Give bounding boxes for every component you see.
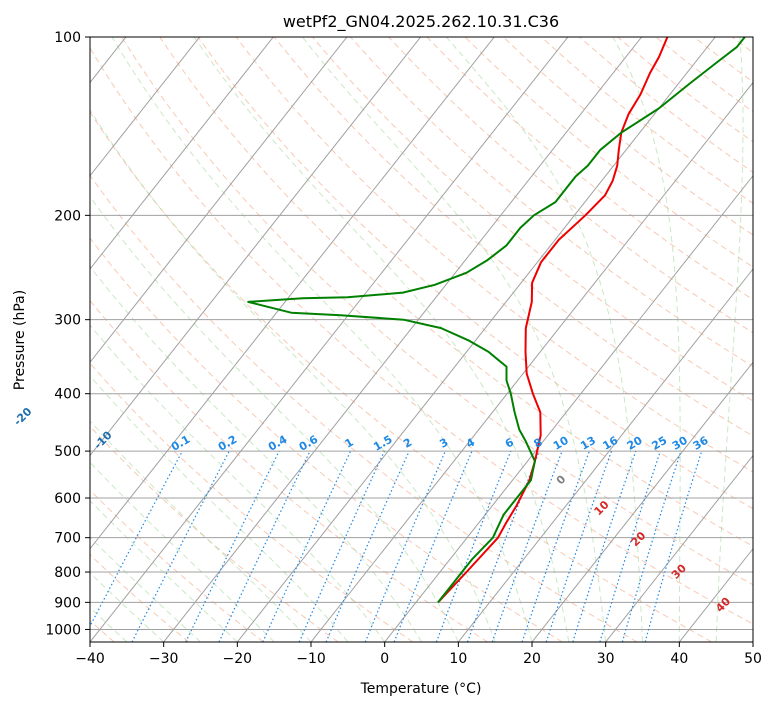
isotherm-line [90,37,495,550]
plot-area [90,37,753,642]
dry-adiabat-line [770,37,775,642]
y-tick-label: 800 [54,565,81,581]
moist-adiabat-line [90,461,275,642]
dry-adiabat-line [90,47,753,625]
dry-adiabat-line [90,554,190,642]
isotherm-line [384,174,753,642]
x-tick-label: 30 [597,651,615,667]
dry-adiabat-line [90,237,563,642]
isotherm-line [163,37,643,642]
dry-adiabat-line [197,37,753,510]
background-lines [90,37,775,642]
moist-adiabat-line [90,195,459,642]
y-tick-label: 600 [54,491,81,507]
isotherm-line [605,454,753,642]
mixing-ratio-line [572,450,637,642]
dewpoint-profile-line [247,37,746,603]
y-axis-label: Pressure (hPa) [12,290,28,390]
dry-adiabat-line [90,174,638,642]
moist-adiabat-line [715,37,744,642]
isotherm-line [90,37,274,270]
y-tick-label: 700 [54,531,81,547]
x-tick-label: 10 [449,651,467,667]
series-layer [247,37,746,603]
dry-adiabat-line [90,299,488,642]
mixing-ratio-line [545,450,613,642]
plot-frame [89,36,754,643]
isotherm-line [90,37,201,177]
isotherm-line [310,81,753,642]
y-tick-label: 200 [54,208,81,224]
x-tick-label: 40 [670,651,688,667]
isotherm-line [90,37,569,642]
mixing-ratio-line [599,450,661,642]
moist-adiabat-line [90,109,496,642]
mixing-ratio-line [644,450,703,642]
mixing-ratio-line [491,450,563,642]
moist-adiabat-line [752,634,753,642]
mixing-ratio-line [621,450,682,642]
x-tick-label: 50 [744,651,762,667]
dry-adiabat-line [90,425,339,642]
moist-adiabat-line [90,324,386,642]
moist-adiabat-line [111,37,533,642]
dry-adiabat-line [90,111,712,642]
isotherm-line [752,641,753,642]
dry-adiabat-line [121,37,753,586]
chart-title: wetPf2_GN04.2025.262.10.31.C36 [283,12,559,32]
mixing-ratio-line [325,450,410,642]
isotherm-line [236,37,716,642]
temperature-profile-line [437,37,669,603]
x-tick-label: −40 [75,651,105,667]
moist-adiabat-line [90,265,422,642]
y-tick-label: 1000 [45,622,81,638]
x-axis-label: Temperature (°C) [360,681,482,697]
dry-adiabat-line [312,37,753,402]
isotherm-line [457,268,753,642]
moist-adiabat-line [445,37,643,642]
moist-adiabat-line [612,37,681,642]
y-tick-label: 500 [54,444,81,460]
moist-adiabat-line [90,375,349,642]
mixing-ratio-line [131,450,230,642]
x-tick-label: −20 [223,651,253,667]
moist-adiabat-line [90,571,165,642]
isotherm-line [90,37,422,457]
mixing-ratio-line [185,450,280,642]
y-tick-label: 400 [54,387,81,403]
x-tick-label: −30 [149,651,179,667]
dry-adiabat-line [350,37,753,368]
isotherm-line [531,361,753,642]
mixing-ratio-line [364,450,446,642]
mixing-ratio-line [521,450,590,642]
y-tick-label: 300 [54,313,81,329]
moist-adiabat-line [90,536,201,642]
y-tick-label: 100 [54,30,81,46]
moist-adiabat-line [301,37,607,642]
dry-adiabat-line [273,37,753,437]
dry-adiabat-line [159,37,753,547]
moist-adiabat-line [90,499,238,642]
dry-adiabat-label: -20 [11,405,34,428]
y-tick-label: 900 [54,595,81,611]
mixing-ratio-line [90,450,183,628]
moist-adiabat-line [193,37,570,642]
dry-adiabat-line [235,37,753,473]
mixing-ratio-line [435,450,512,642]
x-tick-label: 20 [523,651,541,667]
x-tick-label: −10 [296,651,326,667]
mixing-ratio-line [393,450,473,642]
moist-adiabat-line [90,420,312,642]
mixing-ratio-line [298,450,385,642]
isotherm-line [90,37,348,364]
x-tick-label: 0 [380,651,389,667]
axes: −40 −30 −20 −10 0 10 20 30 40 50 100 200 300 400 500 60… [45,30,762,667]
